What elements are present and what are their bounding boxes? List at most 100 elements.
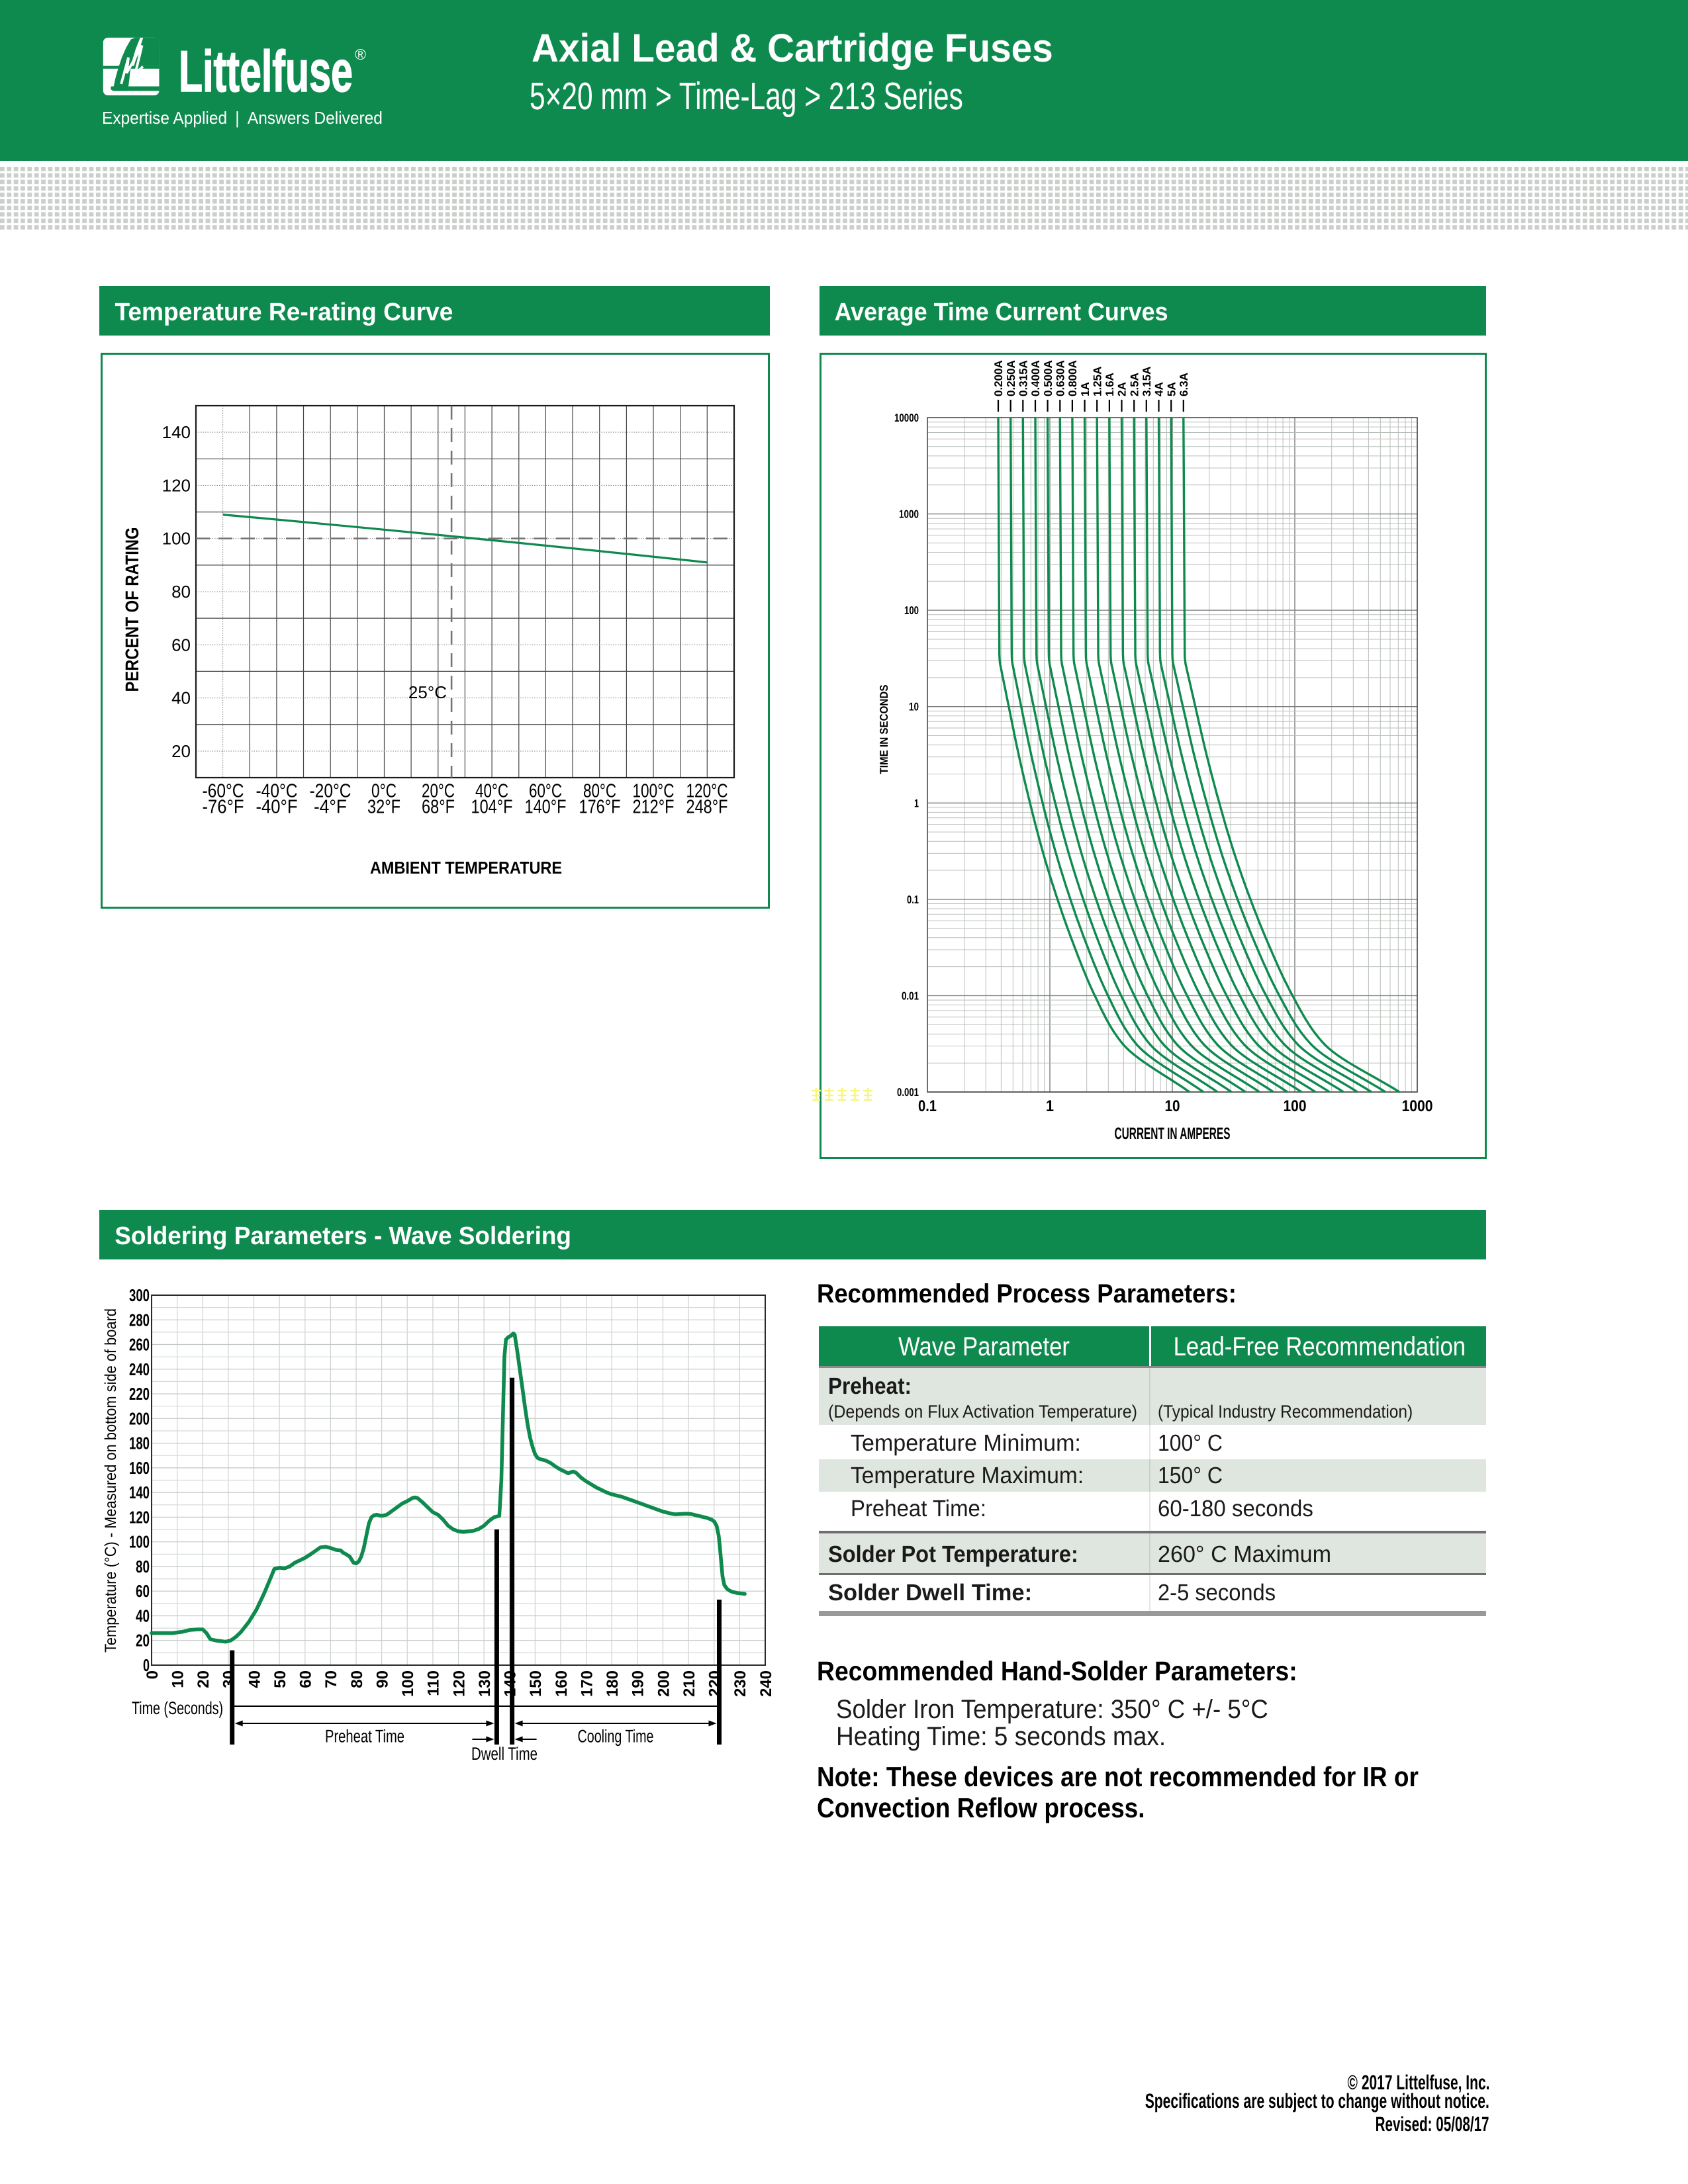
svg-text:Cooling Time: Cooling Time <box>578 1727 654 1747</box>
svg-text:0.200A: 0.200A <box>992 360 1005 396</box>
svg-text:210: 210 <box>680 1670 698 1697</box>
svg-text:150: 150 <box>527 1670 545 1697</box>
svg-text:0: 0 <box>144 1670 162 1679</box>
svg-text:10000: 10000 <box>894 412 919 424</box>
svg-text:240: 240 <box>129 1359 150 1379</box>
svg-text:1A: 1A <box>1079 382 1092 396</box>
svg-text:0.01: 0.01 <box>902 989 919 1002</box>
svg-text:190: 190 <box>630 1670 647 1697</box>
svg-text:100: 100 <box>1284 1097 1307 1115</box>
svg-text:68°F: 68°F <box>422 797 455 818</box>
svg-text:70: 70 <box>322 1670 340 1688</box>
svg-text:5A: 5A <box>1165 382 1178 396</box>
svg-text:-40°C: -40°C <box>256 781 298 802</box>
svg-text:40: 40 <box>171 688 191 708</box>
svg-text:0.1: 0.1 <box>907 893 919 906</box>
svg-text:0.250A: 0.250A <box>1005 360 1017 396</box>
svg-text:0.315A: 0.315A <box>1017 360 1030 396</box>
svg-text:0.1: 0.1 <box>918 1097 937 1115</box>
svg-text:0°C: 0°C <box>371 781 397 802</box>
svg-text:110: 110 <box>425 1670 443 1696</box>
svg-text:6.3A: 6.3A <box>1178 373 1190 396</box>
svg-text:100: 100 <box>399 1670 417 1697</box>
svg-text:248°F: 248°F <box>686 797 728 818</box>
svg-text:60°C: 60°C <box>529 781 562 802</box>
svg-text:140°F: 140°F <box>525 797 567 818</box>
svg-text:50: 50 <box>271 1670 289 1688</box>
svg-text:0.500A: 0.500A <box>1042 360 1055 396</box>
svg-text:CURRENT IN AMPERES: CURRENT IN AMPERES <box>1115 1124 1231 1143</box>
svg-text:10: 10 <box>909 701 919 713</box>
svg-text:230: 230 <box>731 1670 749 1697</box>
svg-text:-60°C: -60°C <box>203 781 244 802</box>
svg-text:Dwell Time: Dwell Time <box>471 1744 538 1764</box>
svg-text:80: 80 <box>348 1670 366 1688</box>
svg-text:20°C: 20°C <box>422 781 455 802</box>
svg-text:40°C: 40°C <box>475 781 508 802</box>
svg-text:280: 280 <box>129 1310 150 1330</box>
svg-text:60: 60 <box>136 1581 150 1601</box>
svg-text:20: 20 <box>136 1631 150 1651</box>
svg-text:170: 170 <box>578 1670 596 1697</box>
svg-text:80: 80 <box>171 582 191 602</box>
svg-text:3.15A: 3.15A <box>1141 367 1153 396</box>
svg-text:80: 80 <box>136 1557 150 1576</box>
svg-text:32°F: 32°F <box>367 797 400 818</box>
svg-text:TIME IN SECONDS: TIME IN SECONDS <box>878 685 890 774</box>
svg-text:-76°F: -76°F <box>203 797 244 818</box>
svg-text:80°C: 80°C <box>583 781 616 802</box>
svg-text:200: 200 <box>129 1408 150 1428</box>
svg-text:1: 1 <box>1046 1097 1054 1115</box>
svg-text:1000: 1000 <box>1402 1097 1433 1115</box>
svg-text:90: 90 <box>373 1670 391 1688</box>
svg-text:60: 60 <box>171 635 191 655</box>
svg-text:-4°F: -4°F <box>314 797 347 818</box>
svg-text:1.6A: 1.6A <box>1103 373 1116 396</box>
svg-text:40: 40 <box>136 1606 150 1626</box>
svg-text:200: 200 <box>655 1670 673 1697</box>
svg-text:30: 30 <box>220 1670 238 1688</box>
svg-text:100: 100 <box>904 604 919 617</box>
svg-text:120: 120 <box>162 475 191 495</box>
svg-text:120: 120 <box>129 1507 150 1527</box>
svg-text:20: 20 <box>195 1670 212 1688</box>
svg-text:AMBIENT TEMPERATURE: AMBIENT TEMPERATURE <box>370 858 562 878</box>
svg-text:120°C: 120°C <box>686 781 728 802</box>
svg-text:40: 40 <box>246 1670 263 1688</box>
svg-text:1000: 1000 <box>899 508 919 521</box>
svg-text:220: 220 <box>129 1384 150 1404</box>
svg-text:25°C: 25°C <box>408 682 447 702</box>
svg-text:1: 1 <box>914 797 919 809</box>
svg-text:180: 180 <box>604 1670 622 1697</box>
svg-text:1.25A: 1.25A <box>1091 367 1103 396</box>
svg-text:140: 140 <box>162 422 191 442</box>
svg-text:20: 20 <box>171 741 191 761</box>
svg-text:Temperature (°C) - Measured on: Temperature (°C) - Measured on bottom si… <box>102 1308 120 1653</box>
svg-text:100: 100 <box>162 529 191 549</box>
svg-text:60: 60 <box>297 1670 315 1688</box>
svg-text:160: 160 <box>553 1670 571 1697</box>
svg-text:2.5A: 2.5A <box>1128 373 1141 396</box>
svg-text:0.800A: 0.800A <box>1066 360 1079 396</box>
svg-text:0: 0 <box>143 1655 150 1675</box>
svg-text:300: 300 <box>129 1285 150 1305</box>
svg-text:PERCENT OF RATING: PERCENT OF RATING <box>122 527 142 692</box>
svg-text:100°C: 100°C <box>633 781 675 802</box>
svg-text:180: 180 <box>129 1433 150 1453</box>
svg-text:212°F: 212°F <box>633 797 675 818</box>
svg-text:Preheat Time: Preheat Time <box>325 1727 404 1747</box>
svg-text:-40°F: -40°F <box>256 797 298 818</box>
svg-text:104°F: 104°F <box>471 797 513 818</box>
svg-text:10: 10 <box>169 1670 187 1688</box>
svg-text:4A: 4A <box>1153 382 1166 396</box>
svg-text:0.001: 0.001 <box>897 1086 919 1099</box>
svg-text:260: 260 <box>129 1335 150 1355</box>
svg-text:-20°C: -20°C <box>310 781 352 802</box>
svg-text:0.630A: 0.630A <box>1055 360 1067 396</box>
svg-text:176°F: 176°F <box>579 797 621 818</box>
svg-text:240: 240 <box>757 1670 775 1697</box>
svg-text:0.400A: 0.400A <box>1029 360 1042 396</box>
svg-text:Time (Seconds): Time (Seconds) <box>132 1698 223 1718</box>
svg-text:10: 10 <box>1165 1097 1180 1115</box>
svg-text:130: 130 <box>476 1670 494 1697</box>
